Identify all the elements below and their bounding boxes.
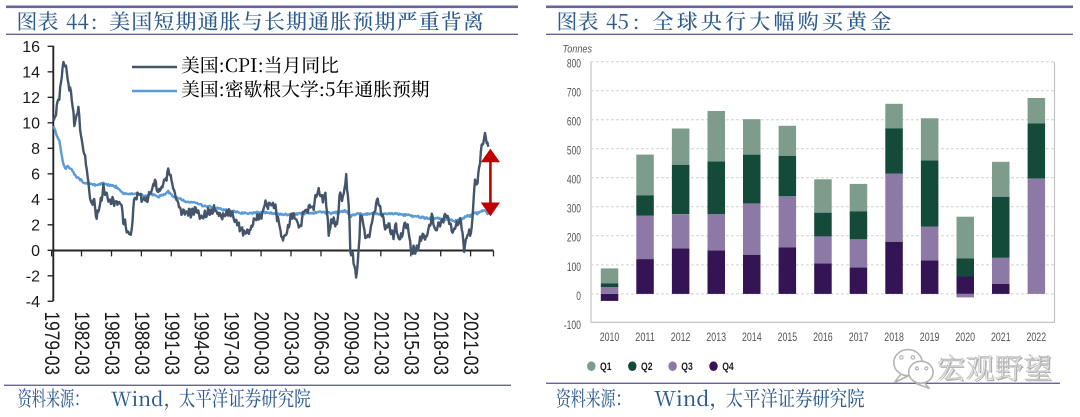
svg-text:2019: 2019 [920, 330, 940, 344]
svg-text:800: 800 [567, 57, 581, 71]
svg-text:1997-03: 1997-03 [220, 312, 243, 376]
svg-text:Q3: Q3 [681, 361, 693, 373]
svg-text:2012-03: 2012-03 [369, 312, 392, 376]
svg-text:300: 300 [567, 202, 581, 216]
svg-text:2014: 2014 [742, 330, 762, 344]
svg-text:2022: 2022 [1027, 330, 1047, 344]
svg-text:2018: 2018 [884, 330, 904, 344]
svg-text:2015-03: 2015-03 [399, 312, 422, 376]
svg-text:2010: 2010 [600, 330, 620, 344]
svg-text:1988-03: 1988-03 [130, 312, 153, 376]
svg-text:700: 700 [567, 86, 581, 100]
svg-text:2003-03: 2003-03 [280, 312, 303, 376]
svg-text:2020: 2020 [955, 330, 975, 344]
svg-text:2013: 2013 [706, 330, 726, 344]
svg-text:2012: 2012 [671, 330, 691, 344]
svg-text:0: 0 [576, 289, 581, 303]
svg-text:12: 12 [22, 90, 40, 107]
svg-text:2006-03: 2006-03 [310, 312, 333, 376]
svg-text:16: 16 [22, 39, 40, 56]
svg-text:Q1: Q1 [600, 361, 612, 373]
svg-text:400: 400 [567, 173, 581, 187]
svg-text:-4: -4 [26, 294, 40, 311]
svg-text:10: 10 [22, 116, 40, 133]
svg-text:2021: 2021 [991, 330, 1011, 344]
svg-text:1982-03: 1982-03 [70, 312, 93, 376]
svg-text:-100: -100 [564, 318, 581, 332]
svg-text:2: 2 [31, 218, 40, 235]
svg-text:2021-03: 2021-03 [459, 312, 482, 376]
svg-text:0: 0 [31, 243, 40, 260]
svg-text:4: 4 [31, 192, 40, 209]
svg-text:1985-03: 1985-03 [100, 312, 123, 376]
svg-text:Q4: Q4 [722, 361, 734, 373]
svg-text:500: 500 [567, 144, 581, 158]
svg-text:Tonnes: Tonnes [563, 44, 593, 56]
svg-text:1979-03: 1979-03 [40, 312, 63, 376]
svg-text:2011: 2011 [635, 330, 655, 344]
svg-text:1991-03: 1991-03 [160, 312, 183, 376]
svg-text:6: 6 [31, 167, 40, 184]
svg-text:-2: -2 [26, 269, 40, 286]
svg-text:2018-03: 2018-03 [429, 312, 452, 376]
svg-text:8: 8 [31, 141, 40, 158]
svg-text:2015: 2015 [778, 330, 798, 344]
svg-text:200: 200 [567, 231, 581, 245]
svg-text:14: 14 [22, 65, 40, 82]
svg-text:100: 100 [567, 260, 581, 274]
svg-text:1994-03: 1994-03 [190, 312, 213, 376]
svg-text:2000-03: 2000-03 [250, 312, 273, 376]
svg-text:600: 600 [567, 115, 581, 129]
svg-text:2009-03: 2009-03 [339, 312, 362, 376]
svg-text:2016: 2016 [813, 330, 833, 344]
svg-text:Q2: Q2 [641, 361, 653, 373]
svg-text:2017: 2017 [849, 330, 869, 344]
